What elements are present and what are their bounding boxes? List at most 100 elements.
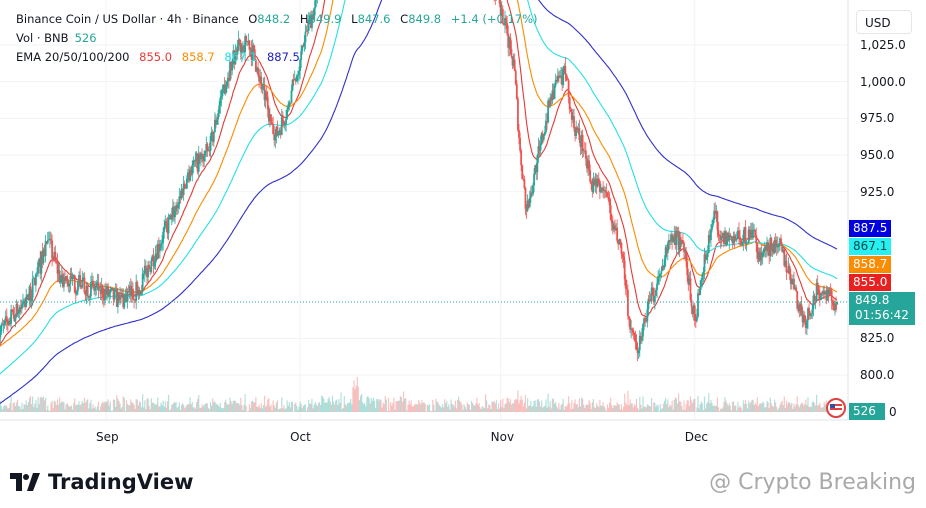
ohlc-high: H849.9 [300, 12, 342, 26]
candle-body [688, 278, 691, 285]
volume-bar [343, 396, 345, 412]
candle-body [522, 179, 525, 180]
candle-body [637, 350, 640, 354]
candle-body [153, 263, 156, 267]
volume-bar [648, 406, 651, 412]
volume-bar [83, 397, 86, 412]
volume-bar [732, 401, 735, 412]
us-flag-icon[interactable] [826, 398, 846, 418]
volume-bar [338, 399, 340, 412]
volume-bar [316, 406, 318, 412]
candle-body [133, 299, 135, 300]
change-value: +1.4 (+0.17%) [450, 12, 538, 26]
volume-bar [194, 408, 197, 412]
volume-bar [156, 403, 158, 412]
volume-bar [39, 397, 41, 412]
volume-bar [190, 404, 192, 412]
volume-bar [477, 404, 479, 412]
volume-bar [413, 404, 416, 412]
volume-bar [600, 405, 602, 412]
candle-body [265, 92, 268, 97]
volume-bar [470, 400, 473, 412]
volume-bar [263, 395, 266, 412]
candle-body [31, 278, 34, 298]
volume-bar [207, 407, 210, 412]
volume-tag: 526 [849, 403, 885, 420]
volume-bar [149, 409, 151, 412]
candle-body [743, 227, 746, 235]
volume-bar [216, 404, 218, 412]
volume-bar [782, 405, 784, 412]
volume-bar [337, 405, 339, 412]
volume-bar [763, 402, 765, 412]
volume-bar [331, 395, 334, 412]
volume-bar [392, 403, 394, 412]
candle-body [187, 172, 189, 179]
candle-body [5, 316, 8, 323]
volume-bar [353, 380, 355, 412]
volume-bar [418, 399, 420, 412]
volume-bar [789, 402, 791, 412]
volume-bar [226, 403, 228, 412]
candle-body [623, 260, 626, 280]
candle-body [244, 36, 247, 53]
volume-bar [224, 402, 226, 412]
candle-body [724, 231, 726, 244]
volume-bar [181, 403, 184, 412]
volume-bar [731, 401, 734, 412]
volume-bar [811, 402, 813, 412]
candle-body [810, 313, 813, 316]
volume-bar [174, 402, 176, 412]
candle-body [615, 227, 617, 231]
candle-body [222, 84, 225, 91]
volume-bar [54, 401, 56, 412]
volume-bar [462, 410, 464, 412]
volume-bar [785, 400, 788, 412]
volume-bar [229, 397, 231, 412]
volume-bar [506, 397, 508, 412]
volume-bar [742, 400, 744, 412]
volume-legend: Vol · BNB 526 [16, 31, 103, 45]
candle-body [757, 251, 760, 259]
volume-bar [276, 400, 279, 412]
candle-body [195, 153, 198, 160]
volume-bar [520, 395, 522, 412]
volume-bar [135, 399, 137, 412]
candle-body [118, 293, 120, 301]
volume-bar [553, 403, 556, 412]
volume-bar [115, 406, 117, 412]
volume-bar [170, 408, 172, 412]
volume-bar [104, 401, 106, 412]
volume-bar [633, 404, 635, 412]
candle-body [574, 128, 576, 136]
candle-body [693, 305, 696, 321]
volume-bar [142, 394, 144, 412]
ema200-value: 887.5 [266, 50, 300, 64]
volume-bar [446, 400, 448, 412]
volume-bar [755, 404, 757, 412]
candle-body [261, 86, 264, 90]
candle-body [79, 275, 82, 286]
volume-bar [314, 401, 316, 412]
volume-bar [641, 408, 643, 412]
candle-body [524, 188, 527, 209]
volume-bar [522, 406, 524, 412]
candle-body [773, 239, 776, 253]
candle-body [717, 229, 720, 235]
volume-bar [531, 407, 533, 412]
currency-button[interactable]: USD [856, 10, 912, 34]
volume-bar [133, 404, 135, 412]
volume-bar [414, 404, 417, 412]
candle-body [741, 242, 744, 246]
volume-bar [596, 403, 598, 412]
volume-bar [422, 402, 424, 412]
volume-bar [458, 396, 460, 412]
volume-bar [652, 411, 654, 412]
price-tick: 800.0 [860, 368, 895, 382]
candle-body [547, 100, 550, 123]
volume-bar [309, 403, 311, 412]
price-chart[interactable] [0, 0, 926, 460]
price-tick: 1,000.0 [860, 74, 906, 89]
candle-body [151, 255, 154, 261]
volume-bar [218, 406, 220, 412]
